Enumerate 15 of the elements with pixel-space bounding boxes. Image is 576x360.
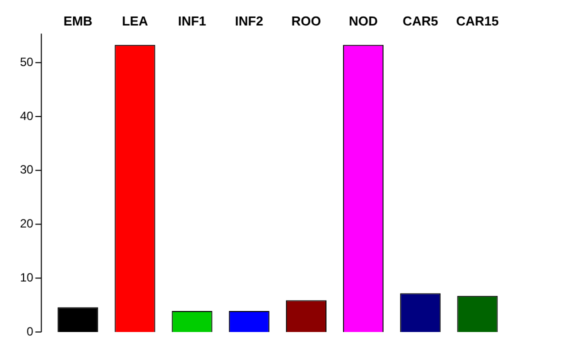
y-tick-label: 30 [20,162,34,177]
bar [58,307,98,332]
x-tick-label: EMB [63,13,92,28]
y-tick-label: 10 [20,270,34,284]
x-tick-label: LEA [122,13,149,28]
x-tick-label: ROO [291,13,322,28]
x-tick-label: CAR15 [456,13,499,28]
x-tick-label: INF1 [178,13,206,28]
x-tick-label: INF2 [235,13,264,28]
x-tick-label: CAR5 [402,13,438,28]
y-tick-label: 0 [26,324,34,338]
y-tick-label: 40 [20,108,34,123]
y-tick-label: 50 [20,55,34,69]
x-tick-label: NOD [348,13,378,28]
y-tick-label: 20 [20,216,34,231]
